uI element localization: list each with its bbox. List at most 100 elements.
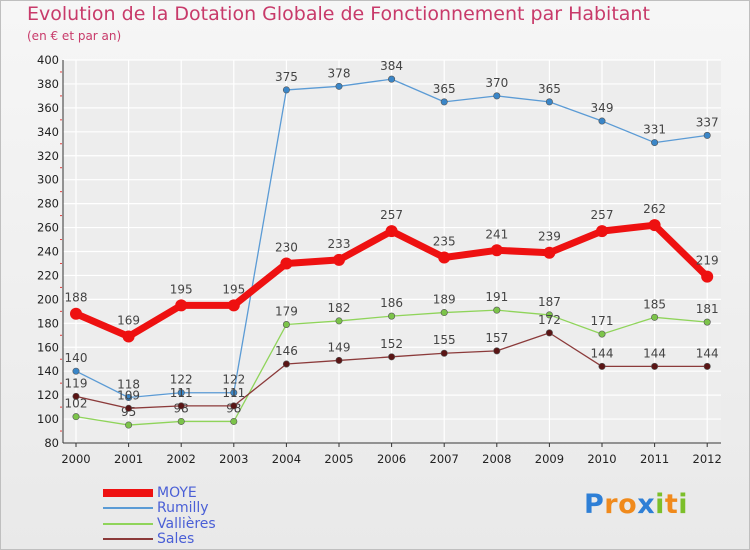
legend-label: Sales bbox=[157, 531, 195, 548]
data-label-rumilly: 365 bbox=[433, 82, 456, 96]
data-label-sales: 146 bbox=[275, 344, 298, 358]
proxiti-logo: Proxiti bbox=[584, 489, 688, 520]
data-point-rumilly bbox=[440, 98, 448, 106]
chart-title: Evolution de la Dotation Globale de Fonc… bbox=[27, 3, 650, 25]
data-point-vallieres bbox=[598, 330, 606, 338]
chart-subtitle: (en € et par an) bbox=[27, 29, 122, 43]
data-point-sales bbox=[72, 392, 80, 400]
data-point-sales bbox=[335, 356, 343, 364]
data-point-vallieres bbox=[335, 317, 343, 325]
data-point-vallieres bbox=[545, 311, 553, 319]
data-label-sales: 119 bbox=[65, 376, 88, 390]
data-label-moye: 239 bbox=[538, 230, 561, 244]
y-tick-label: 280 bbox=[37, 197, 59, 211]
data-point-vallieres bbox=[282, 321, 290, 329]
x-tick-label: 2009 bbox=[535, 452, 564, 466]
data-label-moye: 195 bbox=[222, 282, 245, 296]
data-point-rumilly bbox=[125, 394, 133, 402]
data-point-sales bbox=[388, 353, 396, 361]
data-label-moye: 230 bbox=[275, 240, 298, 254]
data-label-vallieres: 181 bbox=[696, 302, 719, 316]
legend-item: Rumilly bbox=[103, 500, 216, 516]
y-tick-label: 320 bbox=[37, 149, 59, 163]
data-point-vallieres bbox=[703, 318, 711, 326]
chart-legend: MOYE Rumilly Vallières Sales bbox=[103, 485, 216, 547]
data-label-rumilly: 331 bbox=[643, 123, 666, 137]
data-label-vallieres: 179 bbox=[275, 305, 298, 319]
x-tick-label: 2002 bbox=[167, 452, 196, 466]
data-point-moye bbox=[438, 251, 451, 264]
logo-letter: i bbox=[678, 489, 689, 520]
data-point-vallieres bbox=[440, 309, 448, 317]
legend-swatch bbox=[103, 522, 153, 525]
y-tick-label: 360 bbox=[37, 101, 59, 115]
data-point-sales bbox=[230, 402, 238, 410]
data-point-sales bbox=[598, 362, 606, 370]
data-point-rumilly bbox=[545, 98, 553, 106]
data-point-moye bbox=[70, 307, 82, 320]
data-point-moye bbox=[543, 246, 556, 259]
data-label-vallieres: 185 bbox=[643, 297, 666, 311]
data-point-vallieres bbox=[177, 417, 185, 425]
data-point-moye bbox=[227, 299, 240, 312]
x-tick-label: 2001 bbox=[114, 452, 143, 466]
data-label-moye: 195 bbox=[170, 282, 193, 296]
data-label-rumilly: 378 bbox=[328, 66, 351, 80]
data-point-moye bbox=[490, 244, 503, 257]
data-point-moye bbox=[596, 225, 608, 238]
data-label-moye: 262 bbox=[643, 202, 666, 216]
data-label-moye: 169 bbox=[117, 313, 140, 327]
data-point-sales bbox=[651, 362, 659, 370]
data-label-sales: 172 bbox=[538, 313, 561, 327]
data-label-moye: 188 bbox=[65, 291, 88, 305]
x-tick-label: 2005 bbox=[324, 452, 353, 466]
data-point-sales bbox=[545, 329, 553, 337]
data-point-rumilly bbox=[703, 131, 711, 139]
y-tick-label: 160 bbox=[37, 340, 59, 354]
logo-letter: t bbox=[664, 489, 679, 520]
y-tick-label: 380 bbox=[37, 77, 59, 91]
data-point-sales bbox=[493, 347, 501, 355]
logo-letter: x bbox=[637, 489, 656, 520]
data-point-rumilly bbox=[230, 389, 238, 397]
data-point-vallieres bbox=[493, 306, 501, 314]
data-label-sales: 144 bbox=[696, 346, 719, 360]
data-point-moye bbox=[333, 253, 345, 266]
data-point-rumilly bbox=[598, 117, 606, 125]
data-label-sales: 111 bbox=[222, 386, 245, 400]
data-point-moye bbox=[648, 219, 661, 232]
data-label-sales: 144 bbox=[591, 346, 614, 360]
data-label-rumilly: 370 bbox=[485, 76, 508, 90]
data-label-sales: 155 bbox=[433, 333, 456, 347]
y-tick-label: 260 bbox=[37, 221, 59, 235]
legend-label: MOYE bbox=[157, 484, 197, 501]
x-tick-label: 2007 bbox=[430, 452, 459, 466]
data-label-moye: 257 bbox=[591, 208, 614, 222]
data-label-sales: 109 bbox=[117, 388, 140, 402]
data-label-vallieres: 191 bbox=[485, 290, 508, 304]
data-point-moye bbox=[280, 257, 293, 270]
data-point-sales bbox=[282, 360, 290, 368]
data-label-moye: 257 bbox=[380, 208, 403, 222]
data-point-sales bbox=[703, 362, 711, 370]
data-label-rumilly: 365 bbox=[538, 82, 561, 96]
x-tick-label: 2004 bbox=[272, 452, 301, 466]
data-point-vallieres bbox=[230, 417, 238, 425]
data-point-rumilly bbox=[388, 75, 396, 83]
y-tick-label: 180 bbox=[37, 316, 59, 330]
logo-letter: i bbox=[655, 489, 665, 520]
legend-swatch bbox=[103, 538, 153, 541]
data-label-moye: 235 bbox=[433, 234, 456, 248]
x-tick-label: 2012 bbox=[693, 452, 722, 466]
data-label-moye: 233 bbox=[328, 237, 351, 251]
x-tick-label: 2000 bbox=[61, 452, 90, 466]
data-point-vallieres bbox=[651, 313, 659, 321]
data-point-rumilly bbox=[177, 389, 185, 397]
data-point-moye bbox=[122, 330, 135, 343]
y-tick-label: 200 bbox=[37, 292, 59, 306]
legend-item: Sales bbox=[103, 531, 216, 548]
data-label-sales: 144 bbox=[643, 346, 666, 360]
logo-letter: P bbox=[584, 489, 605, 520]
data-point-rumilly bbox=[72, 367, 80, 375]
